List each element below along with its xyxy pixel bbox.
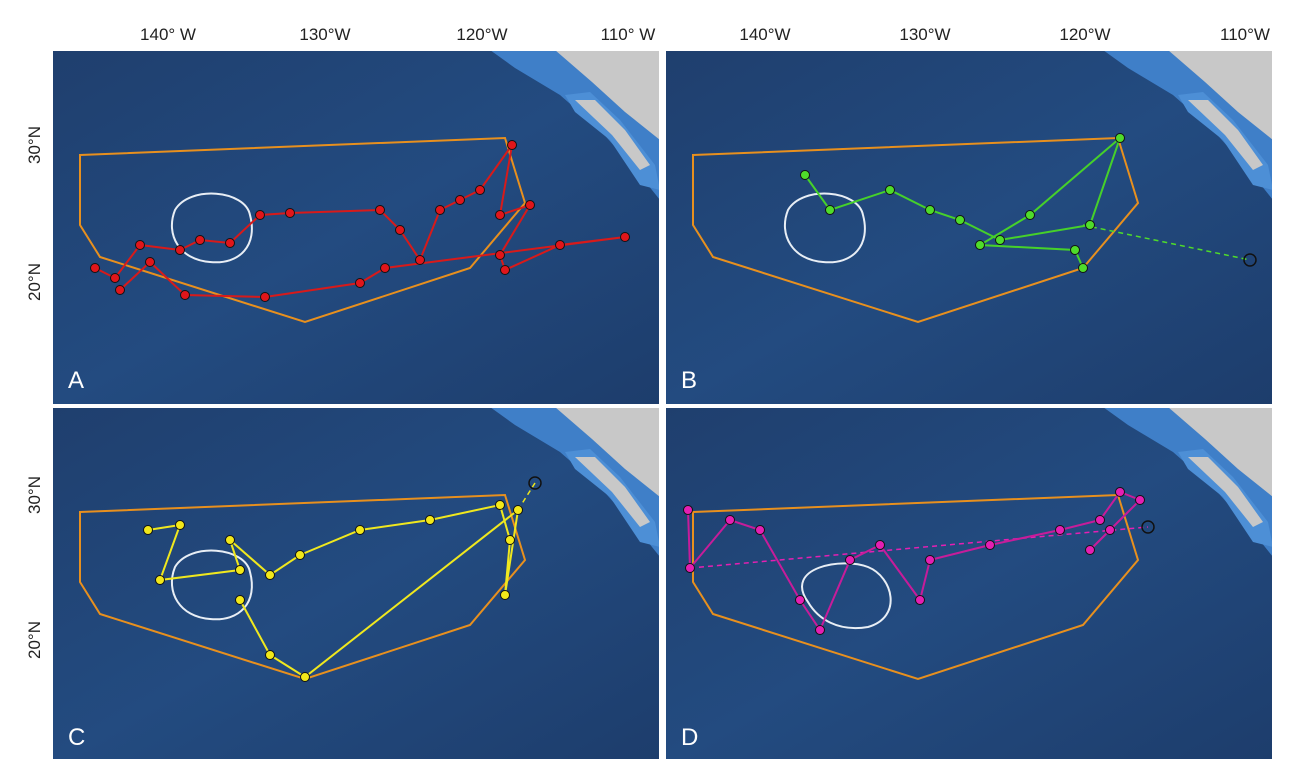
track-point	[236, 566, 245, 575]
track-point	[926, 556, 935, 565]
track-point	[176, 521, 185, 530]
track-point	[476, 186, 485, 195]
map-background	[665, 50, 1273, 405]
track-point	[976, 241, 985, 250]
track-point	[1116, 488, 1125, 497]
longitude-label: 120°W	[1059, 25, 1110, 44]
track-point	[816, 626, 825, 635]
track-point	[876, 541, 885, 550]
track-point	[514, 506, 523, 515]
track-point	[1071, 246, 1080, 255]
track-point	[396, 226, 405, 235]
track-point	[756, 526, 765, 535]
longitude-label: 120°W	[456, 25, 507, 44]
map-panel: D	[665, 407, 1273, 759]
track-point	[226, 239, 235, 248]
track-point	[986, 541, 995, 550]
track-point	[1136, 496, 1145, 505]
latitude-label: 20°N	[25, 263, 44, 301]
map-panel: B	[665, 50, 1273, 405]
track-point	[426, 516, 435, 525]
track-point	[416, 256, 425, 265]
track-point	[796, 596, 805, 605]
track-point	[261, 293, 270, 302]
track-point	[1079, 264, 1088, 273]
track-point	[136, 241, 145, 250]
longitude-label: 110° W	[601, 25, 656, 44]
track-point	[826, 206, 835, 215]
track-point	[226, 536, 235, 545]
longitude-label: 130°W	[299, 25, 350, 44]
track-point	[176, 246, 185, 255]
latitude-label: 30°N	[25, 126, 44, 164]
track-point	[1056, 526, 1065, 535]
track-point	[916, 596, 925, 605]
track-point	[1086, 546, 1095, 555]
panel-label: C	[68, 724, 85, 751]
panels: A B C D	[52, 50, 1273, 759]
track-point	[846, 556, 855, 565]
track-point	[886, 186, 895, 195]
track-point	[146, 258, 155, 267]
map-background	[665, 407, 1273, 759]
track-point	[496, 501, 505, 510]
track-point	[436, 206, 445, 215]
track-point	[111, 274, 120, 283]
latitude-label: 20°N	[25, 621, 44, 659]
panel-label: D	[681, 724, 698, 751]
track-point	[1026, 211, 1035, 220]
track-point	[684, 506, 693, 515]
panel-label: B	[681, 367, 697, 394]
map-panel: A	[52, 50, 660, 405]
track-point	[956, 216, 965, 225]
track-point	[181, 291, 190, 300]
track-point	[356, 279, 365, 288]
track-point	[1116, 134, 1125, 143]
track-point	[801, 171, 810, 180]
track-point	[621, 233, 630, 242]
track-point	[1096, 516, 1105, 525]
track-point	[256, 211, 265, 220]
track-point	[286, 209, 295, 218]
longitude-label: 140°W	[739, 25, 790, 44]
track-point	[556, 241, 565, 250]
track-point	[196, 236, 205, 245]
track-point	[266, 571, 275, 580]
track-point	[1106, 526, 1115, 535]
track-point	[296, 551, 305, 560]
track-point	[926, 206, 935, 215]
longitude-label: 110°W	[1220, 25, 1270, 44]
map-panel: C	[52, 407, 660, 759]
track-point	[356, 526, 365, 535]
figure: A B C D 140° W 130°W 120°W 110° W 140°W 130…	[0, 0, 1292, 759]
map-background	[52, 407, 660, 759]
track-point	[266, 651, 275, 660]
track-point	[144, 526, 153, 535]
track-point	[1086, 221, 1095, 230]
track-point	[91, 264, 100, 273]
track-point	[496, 211, 505, 220]
panel-label: A	[68, 367, 84, 394]
track-point	[381, 264, 390, 273]
track-point	[526, 201, 535, 210]
track-point	[996, 236, 1005, 245]
track-point	[496, 251, 505, 260]
track-point	[506, 536, 515, 545]
track-point	[156, 576, 165, 585]
track-point	[456, 196, 465, 205]
longitude-label: 140° W	[140, 25, 196, 44]
latitude-label: 30°N	[25, 476, 44, 514]
map-background	[52, 50, 660, 405]
track-point	[236, 596, 245, 605]
longitude-label: 130°W	[899, 25, 950, 44]
track-point	[508, 141, 517, 150]
track-point	[501, 591, 510, 600]
track-point	[726, 516, 735, 525]
track-point	[686, 564, 695, 573]
track-point	[501, 266, 510, 275]
track-point	[301, 673, 310, 682]
track-point	[116, 286, 125, 295]
track-point	[376, 206, 385, 215]
